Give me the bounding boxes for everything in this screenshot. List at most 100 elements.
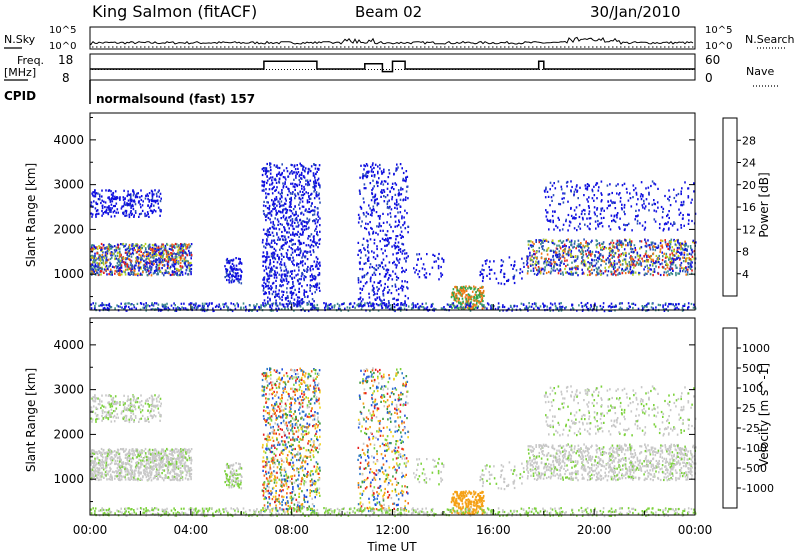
power-cell-2198 (279, 263, 281, 266)
power-cell-4271 (551, 199, 553, 202)
power-cell-4960 (454, 306, 456, 309)
power-cell-3452 (597, 260, 599, 263)
power-cell-1066 (90, 201, 93, 204)
power-cell-4638 (637, 307, 640, 310)
power-cell-1316 (262, 181, 264, 184)
power-cell-1293 (282, 186, 285, 189)
power-cell-2446 (403, 221, 406, 224)
power-cell-4060 (612, 273, 614, 276)
power-cell-600 (137, 256, 140, 260)
power-cell-2789 (422, 263, 425, 266)
power-cell-3454 (679, 257, 682, 260)
power-cell-4094 (616, 212, 619, 215)
power-cell-4792 (559, 307, 561, 310)
power-cell-2041 (291, 251, 294, 254)
power-cell-3496 (577, 274, 579, 277)
power-cell-3054 (486, 259, 488, 262)
power-cell-2858 (482, 299, 484, 303)
power-cell-1673 (286, 282, 289, 285)
power-cell-3841 (616, 246, 618, 249)
power-cell-4132 (664, 194, 666, 198)
power-cell-1179 (241, 270, 243, 273)
power-cell-4826 (416, 302, 419, 306)
power-cell-4473 (627, 302, 630, 305)
power-cell-2290 (401, 167, 403, 170)
power-cell-964 (159, 214, 161, 217)
power-cell-3678 (530, 245, 533, 248)
power-cell-2266 (391, 182, 394, 185)
power-cell-2443 (371, 192, 374, 196)
power-cell-639 (140, 244, 143, 247)
power-cell-2133 (294, 183, 296, 186)
power-cell-2638 (387, 213, 389, 216)
power-cell-30 (144, 250, 146, 253)
power-cell-259 (116, 243, 119, 246)
power-cell-2321 (403, 179, 406, 182)
power-cell-714 (163, 259, 166, 262)
power-cell-1785 (309, 286, 311, 290)
power-cell-2593 (398, 261, 400, 264)
power-cell-421 (175, 267, 178, 270)
power-cell-830 (128, 258, 130, 261)
power-cell-2661 (383, 298, 385, 301)
power-cell-490 (102, 243, 105, 247)
power-cell-4530 (337, 307, 340, 310)
power-cell-1424 (299, 262, 302, 265)
power-cell-3846 (535, 251, 538, 254)
power-cell-1598 (310, 193, 312, 196)
power-cell-1048 (157, 202, 159, 205)
power-cell-1662 (312, 186, 314, 189)
power-cell-1455 (262, 210, 265, 213)
power-cell-3594 (617, 243, 619, 247)
power-cell-2630 (381, 180, 383, 183)
power-cell-326 (138, 253, 140, 256)
power-cell-4686 (484, 306, 486, 309)
power-cell-3990 (630, 256, 632, 259)
power-cell-2162 (284, 182, 286, 185)
power-cell-2438 (394, 215, 397, 218)
power-cell-3953 (613, 271, 616, 274)
power-cell-865 (172, 265, 175, 268)
power-cell-1228 (235, 272, 238, 275)
power-cell-1123 (139, 203, 141, 206)
power-cell-3941 (573, 260, 576, 263)
power-cell-1705 (270, 255, 273, 258)
power-cell-4428 (680, 204, 682, 207)
power-cell-3561 (595, 259, 598, 262)
power-cell-1257 (296, 248, 298, 251)
power-cell-3081 (503, 275, 505, 278)
power-cell-376 (166, 257, 169, 260)
power-cell-1089 (94, 190, 96, 193)
power-cell-1448 (281, 223, 283, 226)
power-cell-1575 (273, 207, 276, 210)
power-cell-2619 (381, 237, 384, 240)
power-cell-1834 (268, 271, 271, 274)
power-cell-1300 (261, 284, 264, 287)
power-cell-3169 (586, 255, 588, 258)
power-cell-660 (159, 252, 161, 255)
power-cell-1360 (274, 290, 277, 293)
power-cell-2678 (400, 226, 402, 229)
power-cell-4256 (687, 187, 690, 190)
power-cell-2674 (366, 170, 368, 174)
power-cell-457 (108, 249, 111, 252)
power-cell-4304 (589, 217, 592, 220)
power-cell-4965 (663, 309, 666, 312)
power-cell-2320 (371, 211, 373, 214)
power-cell-3492 (532, 260, 534, 263)
power-cell-1861 (315, 218, 317, 221)
power-cell-4088 (581, 252, 584, 255)
power-cell-3611 (638, 271, 640, 274)
power-cell-4601 (682, 304, 684, 308)
power-cell-346 (130, 269, 133, 272)
power-cell-4659 (143, 306, 146, 309)
power-cell-2984 (482, 286, 484, 289)
power-cell-1814 (302, 230, 304, 233)
power-cell-4949 (277, 307, 280, 310)
power-cell-1603 (299, 241, 302, 244)
power-cell-3818 (535, 257, 538, 260)
power-cell-857 (91, 263, 94, 266)
power-cell-1183 (228, 273, 231, 276)
power-cell-3595 (676, 266, 678, 269)
power-cell-4361 (570, 189, 572, 192)
